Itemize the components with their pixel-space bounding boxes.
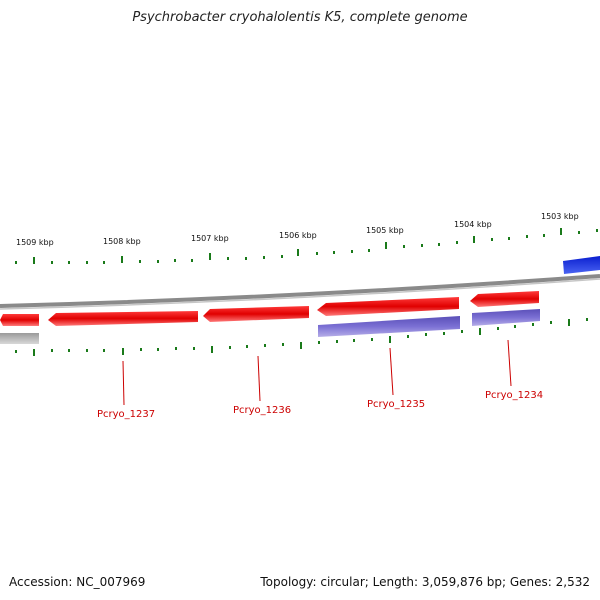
scale-label: 1508 kbp [103, 237, 141, 246]
scale-label: 1503 kbp [541, 212, 579, 221]
gene-label: Pcryo_1237 [97, 409, 155, 420]
cds-arrow [203, 306, 309, 322]
gene-feature [563, 256, 600, 274]
scale-label: 1507 kbp [191, 234, 229, 243]
label-leaders [122, 339, 512, 406]
gene-label: Pcryo_1235 [367, 399, 425, 410]
genome-backbone [0, 274, 600, 308]
cds-arrow [48, 311, 198, 326]
genome-summary-text: Topology: circular; Length: 3,059,876 bp… [260, 575, 590, 589]
scale-label: 1509 kbp [16, 238, 54, 247]
cds-arrow [0, 314, 39, 326]
scale-label: 1506 kbp [279, 231, 317, 240]
scale-label: 1505 kbp [366, 226, 404, 235]
upper-ruler [15, 228, 598, 264]
scale-label: 1504 kbp [454, 220, 492, 229]
gene-label: Pcryo_1236 [233, 405, 291, 416]
accession-text: Accession: NC_007969 [9, 575, 146, 589]
cds-features [0, 291, 539, 326]
rna-feature [472, 309, 540, 326]
lower-ruler [15, 318, 588, 356]
scale-labels: 1509 kbp 1508 kbp 1507 kbp 1506 kbp 1505… [16, 212, 579, 247]
map-title: Psychrobacter cryohalolentis K5, complet… [132, 10, 468, 25]
grey-feature [0, 333, 39, 344]
cds-arrow [470, 291, 539, 307]
rna-feature [318, 316, 460, 337]
cds-arrow [317, 297, 459, 316]
gene-label: Pcryo_1234 [485, 390, 543, 401]
gene-labels: Pcryo_1237 Pcryo_1236 Pcryo_1235 Pcryo_1… [97, 390, 543, 420]
